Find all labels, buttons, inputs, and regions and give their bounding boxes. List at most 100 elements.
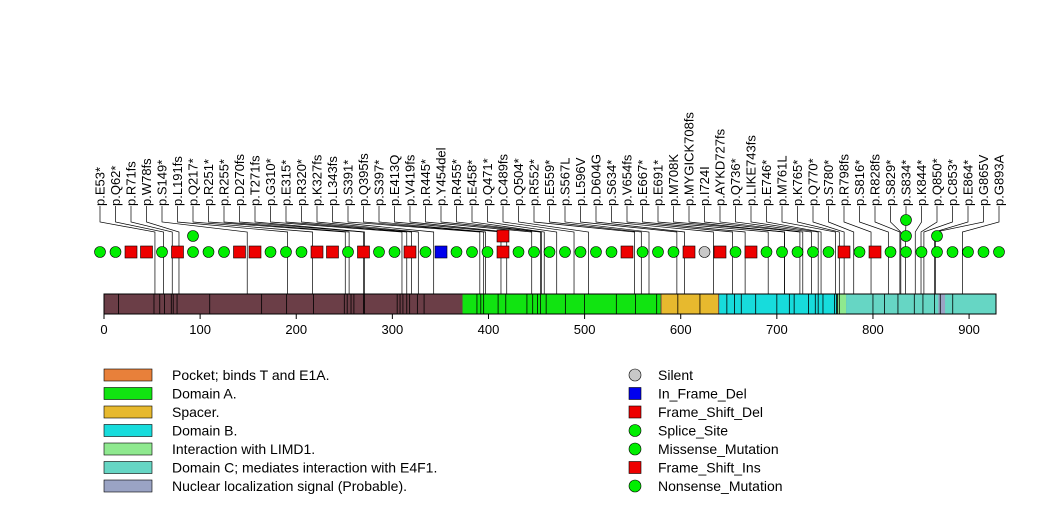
mutation-legend-label-0: Silent — [658, 367, 693, 383]
mutation-marker-20-0 — [403, 245, 417, 259]
mutation-stems — [99, 206, 1000, 294]
mutation-marker-38-0 — [682, 245, 696, 259]
mutation-label-50: p.R828fs — [868, 153, 883, 206]
mutation-legend-symbol-5 — [628, 461, 642, 474]
protein-backbone-outline — [103, 293, 997, 315]
mutation-marker-52-2 — [900, 214, 912, 226]
mutation-stem-10 — [254, 206, 365, 294]
mutation-label-16: p.S391* — [341, 160, 356, 206]
mutation-stem-23 — [456, 206, 542, 294]
mutation-legend-symbol-1 — [628, 387, 642, 400]
mutation-label-56: p.E864* — [961, 160, 976, 206]
mutation-marker-54-0 — [931, 246, 943, 258]
mutation-marker-29-0 — [543, 246, 556, 258]
mutation-label-57: p.G865V — [976, 154, 991, 206]
mutation-label-12: p.E315* — [279, 160, 294, 206]
mutation-label-51: p.S829* — [883, 160, 898, 206]
mutation-label-43: p.E746* — [759, 160, 774, 206]
domain-segment-2 — [719, 294, 846, 314]
domain-legend-swatch-1 — [103, 387, 153, 400]
mutation-label-17: p.Q395fs — [356, 153, 371, 206]
mutation-stem-30 — [564, 206, 650, 294]
mutation-marker-28-0 — [528, 246, 540, 258]
mutation-stem-44 — [781, 206, 836, 294]
mutation-label-26: p.C489fs — [496, 153, 511, 206]
domain-legend-label-0: Pocket; binds T and E1A. — [172, 367, 329, 383]
mutation-stem-11 — [270, 206, 403, 294]
mutation-marker-36-0 — [652, 246, 664, 258]
mutation-label-34: p.V654fs — [620, 154, 635, 206]
mutation-legend-label-1: In_Frame_Del — [658, 386, 747, 402]
mutation-marker-25-0 — [481, 246, 494, 258]
mutation-label-7: p.R251* — [201, 159, 216, 206]
mutation-stem-33 — [611, 206, 714, 294]
x-tick-label-9: 900 — [958, 322, 980, 337]
mutation-marker-41-0 — [729, 246, 742, 258]
mutation-stem-47 — [828, 206, 855, 294]
mutation-marker-56-0 — [962, 246, 974, 258]
mutation-legend-symbol-6 — [628, 479, 642, 493]
mutation-stem-8 — [223, 206, 350, 294]
mutation-stem-17 — [363, 206, 485, 294]
mutation-marker-35-0 — [636, 246, 649, 258]
mutation-label-2: p.R71fs — [124, 161, 139, 206]
mutation-stem-38 — [688, 206, 785, 294]
mutation-stem-12 — [285, 206, 408, 294]
domain-legend-swatch-2 — [103, 405, 153, 419]
mutation-label-47: p.S780* — [821, 160, 836, 206]
mutation-stem-15 — [332, 206, 435, 294]
mutation-label-53: p.K844* — [914, 160, 929, 206]
mutation-marker-7-0 — [202, 246, 215, 258]
mutation-marker-10-0 — [248, 245, 262, 259]
mutation-stem-49 — [859, 206, 889, 294]
mutation-stem-0 — [99, 206, 156, 294]
mutation-label-49: p.S816* — [852, 160, 867, 206]
mutation-markers — [94, 214, 1005, 259]
mutation-label-45: p.K765* — [790, 160, 805, 206]
mutation-label-39: p.I724I — [697, 166, 712, 206]
mutation-label-15: p.L343fs — [325, 156, 340, 206]
mutation-marker-23-0 — [450, 246, 463, 258]
domain-segment-3 — [837, 294, 847, 314]
mutation-marker-13-0 — [295, 246, 308, 258]
mutation-label-6: p.Q217* — [186, 158, 201, 206]
protein-backbone — [103, 293, 997, 315]
mutation-marker-16-0 — [342, 246, 354, 258]
domain-legend-swatch-3 — [103, 424, 153, 437]
domain-legend-label-6: Nuclear localization signal (Probable). — [172, 478, 407, 494]
mutation-stem-16 — [347, 206, 481, 294]
mutation-legend-label-2: Frame_Shift_Del — [658, 404, 763, 420]
mutation-marker-26-1 — [496, 229, 510, 243]
mutation-type-legend: Silent In_Frame_Del Frame_Shift_Del Splice_… — [628, 367, 783, 494]
mutation-stem-58 — [962, 206, 1000, 294]
mutation-label-38: p.MYGICK708fs — [682, 112, 697, 206]
mutation-label-22: p.Y454del — [434, 147, 449, 206]
mutation-stem-55 — [923, 206, 953, 294]
mutation-label-3: p.W78fs — [139, 158, 154, 206]
mutation-label-19: p.E413Q — [387, 155, 402, 206]
mutation-label-10: p.T271fs — [248, 155, 263, 206]
mutation-stem-7 — [208, 206, 346, 294]
mutation-legend-symbol-4 — [628, 442, 642, 456]
mutation-marker-52-1 — [900, 230, 912, 242]
mutation-marker-17-0 — [357, 245, 370, 259]
mutation-stem-14 — [316, 206, 419, 294]
mutation-marker-39-0 — [698, 246, 711, 258]
mutation-marker-3-0 — [140, 245, 153, 259]
mutation-label-25: p.Q471* — [480, 158, 495, 206]
mutation-label-4: p.S149* — [155, 160, 170, 206]
mutation-stem-29 — [549, 206, 642, 294]
mutation-marker-14-0 — [310, 245, 324, 259]
domain-legend-label-1: Domain A. — [172, 386, 237, 402]
mutation-label-20: p.V419fs — [403, 154, 418, 206]
mutation-marker-22-0 — [434, 245, 448, 259]
mutation-stem-4 — [161, 206, 248, 294]
mutation-stem-22 — [440, 206, 541, 294]
mutation-stem-9 — [239, 206, 364, 294]
mutation-label-36: p.E691* — [651, 160, 666, 206]
mutation-marker-27-0 — [512, 246, 525, 258]
mutation-marker-6-1 — [187, 230, 199, 242]
mutation-label-46: p.Q770* — [806, 158, 821, 206]
mutation-label-9: p.D270fs — [232, 153, 247, 206]
